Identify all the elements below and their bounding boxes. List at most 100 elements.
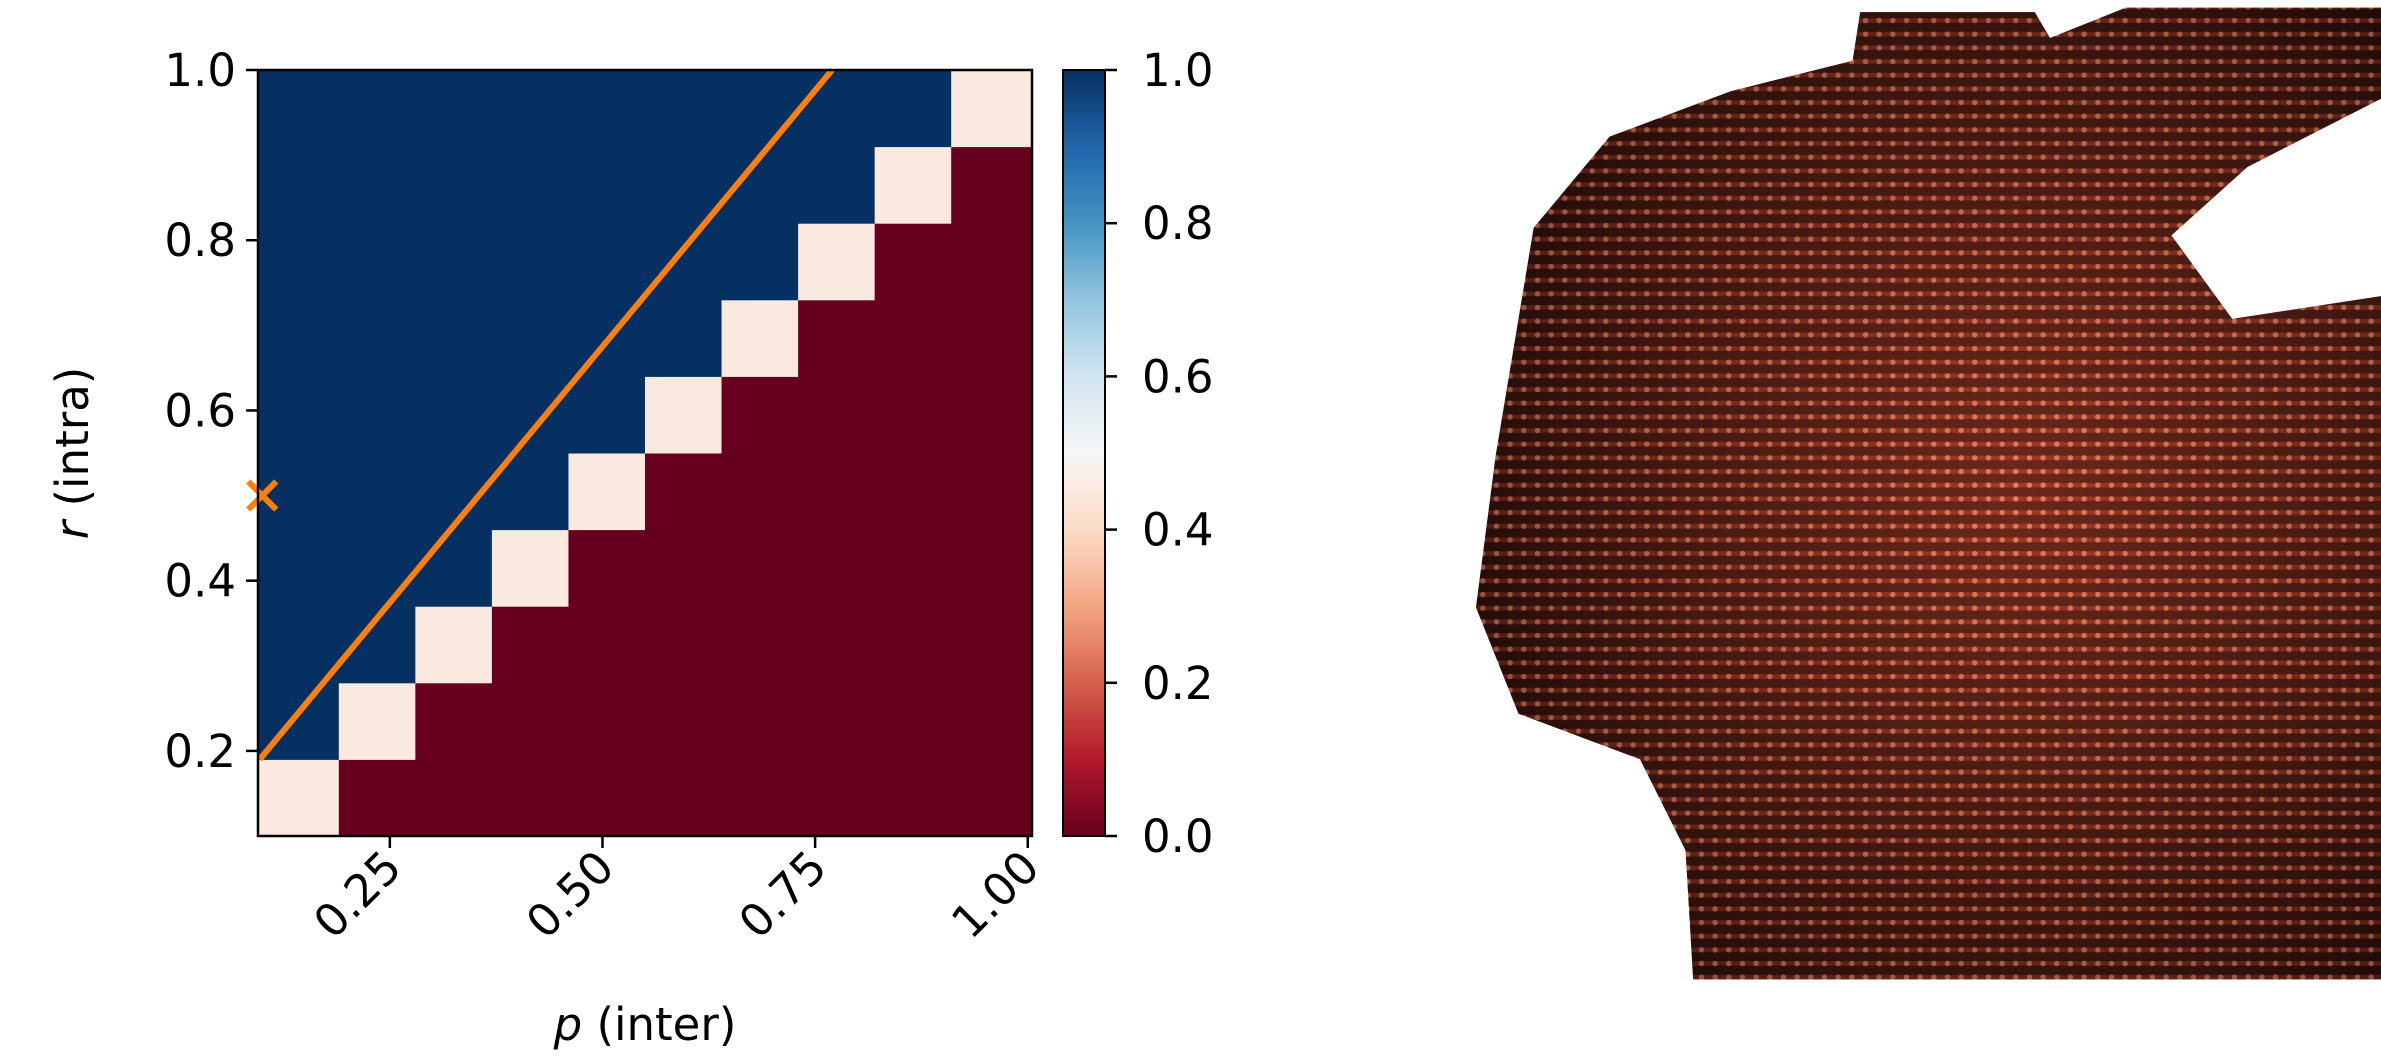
heatmap-cell: [415, 606, 493, 684]
heatmap-cell: [798, 146, 876, 224]
heatmap-cell: [258, 376, 340, 454]
heatmap-cell: [415, 299, 493, 377]
heatmap-cell: [721, 299, 799, 377]
heatmap-cell: [874, 453, 952, 531]
heatmap-cell: [951, 529, 1033, 607]
x-tick-label: 0.50: [516, 840, 624, 948]
heatmap-cell: [338, 146, 416, 224]
heatmap-cell: [568, 529, 646, 607]
y-tick-label: 0.8: [164, 214, 236, 267]
heatmap-cell: [568, 376, 646, 454]
heatmap-cell: [721, 759, 799, 837]
heatmap-cell: [951, 299, 1033, 377]
heatmap-cell: [951, 759, 1033, 837]
y-tick-label: 0.4: [164, 555, 236, 608]
heatmap-cell: [338, 70, 416, 148]
heatmap-cell: [491, 682, 569, 760]
heatmap-cell: [798, 376, 876, 454]
heatmap-cell: [645, 70, 723, 148]
heatmap-cell: [951, 453, 1033, 531]
heatmap-cell: [258, 529, 340, 607]
heatmap-cell: [415, 223, 493, 301]
x-tick-label: 0.25: [303, 840, 411, 948]
heatmap-cell: [415, 146, 493, 224]
heatmap-cell: [951, 146, 1033, 224]
heatmap-cell: [258, 606, 340, 684]
colorbar-tick-label: 0.8: [1142, 197, 1214, 250]
heatmap-cell: [874, 376, 952, 454]
heatmap-cell: [258, 146, 340, 224]
colorbar-tick-label: 0.4: [1142, 504, 1214, 557]
heatmap-cell: [491, 759, 569, 837]
heatmap-cell: [338, 759, 416, 837]
heatmap-cell: [721, 223, 799, 301]
colorbar-tick-label: 0.2: [1142, 657, 1214, 710]
heatmap-cell: [798, 759, 876, 837]
colorbar-tick-label: 0.0: [1142, 810, 1214, 863]
heatmap-cell: [568, 70, 646, 148]
heatmap-cell: [798, 606, 876, 684]
heatmap-cell: [874, 529, 952, 607]
x-tick-label: 1.00: [941, 840, 1049, 948]
heatmap-cell: [568, 453, 646, 531]
heatmap-cell: [951, 70, 1033, 148]
heatmap-cell: [645, 453, 723, 531]
y-tick-label: 0.2: [164, 725, 236, 778]
heatmap-cell: [874, 146, 952, 224]
heatmap-cell: [645, 376, 723, 454]
heatmap-cell: [721, 606, 799, 684]
heatmap-cell: [721, 453, 799, 531]
heatmap-cell: [568, 759, 646, 837]
heatmap-cell: [721, 529, 799, 607]
heatmap-cell: [645, 682, 723, 760]
heatmap-cell: [874, 299, 952, 377]
colorbar-tick-label: 0.6: [1142, 350, 1214, 403]
x-tick-label: 0.75: [729, 840, 837, 948]
colorbar: [1062, 69, 1106, 837]
heatmap-cell: [951, 606, 1033, 684]
heatmap-cell: [645, 299, 723, 377]
heatmap-cell: [874, 682, 952, 760]
x-marker: [246, 479, 279, 512]
heatmap-cell: [798, 682, 876, 760]
heatmap-cell: [258, 453, 340, 531]
heatmap-cell: [338, 453, 416, 531]
heatmap-cell: [491, 70, 569, 148]
y-axis-label: r (intra): [46, 367, 99, 540]
heatmap-cell: [874, 759, 952, 837]
heatmap-cell: [721, 70, 799, 148]
heatmap-cell: [645, 529, 723, 607]
heatmap-cell: [258, 70, 340, 148]
heatmap-cell: [798, 299, 876, 377]
heatmap-cell: [491, 146, 569, 224]
heatmap-cell: [951, 223, 1033, 301]
heatmap-cell: [415, 70, 493, 148]
heatmap-cell: [645, 146, 723, 224]
heatmap-cell: [258, 759, 340, 837]
heatmap-cell: [415, 529, 493, 607]
plot-frame: [256, 68, 1034, 838]
heatmap-cell: [258, 299, 340, 377]
heatmap-cell: [568, 223, 646, 301]
heatmap-cell: [491, 299, 569, 377]
bunny-point-cloud: [1475, 7, 2381, 980]
heatmap-cell: [645, 223, 723, 301]
heatmap-cell: [721, 376, 799, 454]
heatmap-cell: [951, 682, 1033, 760]
heatmap-cell: [258, 223, 340, 301]
heatmap-cell: [338, 682, 416, 760]
heatmap-cell: [491, 529, 569, 607]
heatmap-cell: [798, 453, 876, 531]
y-tick-label: 1.0: [164, 44, 236, 97]
heatmap-cell: [645, 759, 723, 837]
heatmap-cell: [568, 146, 646, 224]
heatmap-cell: [645, 606, 723, 684]
heatmap-cell: [415, 682, 493, 760]
heatmap-cell: [798, 70, 876, 148]
heatmap-cell: [415, 759, 493, 837]
heatmap-cell: [338, 223, 416, 301]
heatmap-cell: [415, 376, 493, 454]
heatmap-cell: [491, 223, 569, 301]
heatmap-cell: [338, 529, 416, 607]
